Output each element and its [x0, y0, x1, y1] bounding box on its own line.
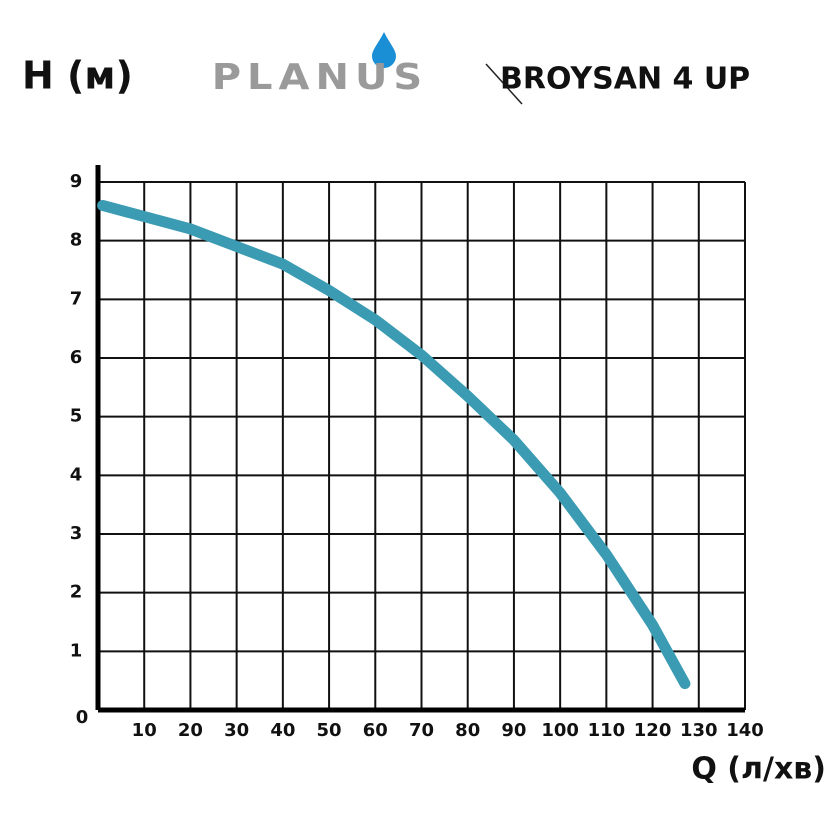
logo-drop	[372, 32, 396, 68]
brand-logo: PLANUS	[212, 56, 429, 98]
y-tick-label: 5	[70, 406, 83, 427]
x-tick-label: 120	[634, 720, 672, 741]
x-tick-label: 40	[270, 720, 295, 741]
x-tick-label: 90	[501, 720, 526, 741]
x-tick-label: 80	[455, 720, 480, 741]
x-tick-label: 30	[224, 720, 249, 741]
y-tick-label: 9	[70, 171, 83, 192]
y-tick-label: 1	[70, 640, 83, 661]
y-tick-label: 7	[70, 288, 83, 309]
y-axis-label: H (м)	[22, 54, 133, 98]
x-tick-label: 100	[541, 720, 579, 741]
curve	[97, 199, 691, 690]
x-tick-label: 130	[680, 720, 718, 741]
x-tick-label: 70	[409, 720, 434, 741]
x-tick-label: 140	[726, 720, 764, 741]
x-tick-label: 10	[132, 720, 157, 741]
x-tick-label: 110	[588, 720, 626, 741]
x-tick-label: 20	[178, 720, 203, 741]
x-tick-label: 60	[363, 720, 388, 741]
y-tick-label: 2	[70, 582, 83, 603]
y-tick-label: 4	[70, 464, 83, 485]
y-tick-label: 0	[76, 707, 89, 728]
y-tick-label: 3	[70, 523, 83, 544]
decoration	[485, 63, 523, 105]
chart-title: BROYSAN 4 UP	[500, 62, 750, 97]
x-tick-label: 50	[317, 720, 342, 741]
y-tick-label: 8	[70, 230, 83, 251]
x-axis-label: Q (л/хв)	[691, 752, 826, 787]
y-tick-label: 6	[70, 347, 83, 368]
